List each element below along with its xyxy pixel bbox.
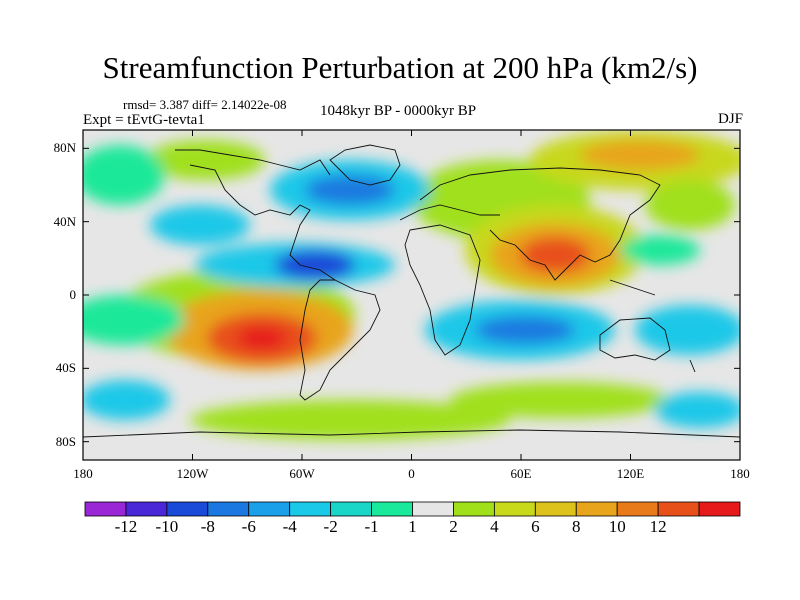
lon-tick-label: 60W — [289, 466, 315, 481]
colorbar-label: 4 — [490, 517, 499, 536]
colorbar-label: -8 — [200, 517, 215, 536]
colorbar-swatch — [575, 501, 618, 517]
colorbar-swatch — [330, 501, 372, 517]
colorbar-label: 2 — [449, 517, 458, 536]
experiment-label: Expt = tEvtG-tevta1 — [83, 112, 205, 128]
lon-tick-label: 180 — [73, 466, 93, 481]
colorbar-swatch — [616, 501, 659, 517]
colorbar-label: 10 — [608, 517, 626, 536]
colorbar-swatch — [166, 501, 209, 517]
colorbar-label: -1 — [364, 517, 379, 536]
lon-tick-label: 120E — [616, 466, 645, 481]
lon-tick-label: 0 — [408, 466, 415, 481]
colorbar-label: -2 — [323, 517, 338, 536]
colorbar-label: -4 — [282, 517, 297, 536]
colorbar-swatch — [248, 501, 291, 517]
colorbar-swatch — [698, 501, 741, 517]
colorbar-label: -12 — [114, 517, 138, 536]
lat-tick-label: 40S — [55, 360, 76, 376]
colorbar-label: 1 — [408, 517, 417, 536]
colorbar — [84, 501, 741, 517]
field-layer — [83, 130, 740, 440]
lat-tick-label: 0 — [69, 287, 77, 302]
season-label: DJF — [717, 111, 743, 127]
colorbar-swatch — [657, 501, 700, 517]
colorbar-label: -10 — [155, 517, 179, 536]
stats-text: rmsd= 3.387 diff= 2.14022e-08 — [123, 97, 287, 112]
colorbar-swatch — [289, 501, 332, 517]
plot-title: Streamfunction Perturbation at 200 hPa (… — [102, 50, 698, 85]
colorbar-swatch — [412, 501, 454, 517]
colorbar-swatch — [493, 501, 536, 517]
lon-tick-label: 180 — [730, 466, 750, 481]
lat-tick-label: 40N — [53, 213, 76, 229]
colorbar-label: 6 — [531, 517, 540, 536]
colorbar-swatch — [207, 501, 250, 517]
period-label: 1048kyr BP - 0000kyr BP — [320, 103, 477, 119]
colorbar-label: 8 — [572, 517, 581, 536]
colorbar-swatch — [371, 501, 413, 517]
colorbar-swatch — [125, 501, 168, 517]
colorbar-label: 12 — [649, 517, 667, 536]
lat-tick-label: 80S — [55, 433, 76, 449]
lon-tick-label: 120W — [176, 466, 209, 481]
lat-tick-label: 80N — [53, 140, 76, 156]
colorbar-swatch — [534, 501, 577, 517]
colorbar-label: -6 — [241, 517, 256, 536]
lon-tick-label: 60E — [510, 466, 532, 481]
colorbar-swatch — [453, 501, 495, 517]
colorbar-swatch — [84, 501, 127, 517]
coastlines — [83, 144, 740, 438]
